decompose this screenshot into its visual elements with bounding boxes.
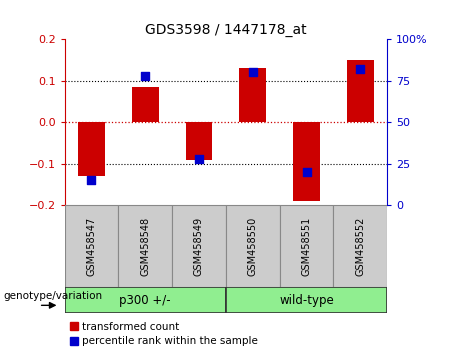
Point [195,156,203,161]
Text: GSM458549: GSM458549 [194,216,204,276]
Bar [78,122,105,176]
Bar [118,205,172,287]
Point [142,73,149,78]
Bar [226,287,387,313]
Bar [293,122,320,201]
Text: GSM458550: GSM458550 [248,216,258,276]
Bar [65,205,118,287]
Bar [333,205,387,287]
Bar [226,205,280,287]
Point [249,69,256,75]
Bar [239,68,266,122]
Text: GSM458551: GSM458551 [301,216,312,276]
Point [357,66,364,72]
Bar [65,287,226,313]
Bar [280,205,333,287]
Text: p300 +/-: p300 +/- [119,293,171,307]
Text: GSM458547: GSM458547 [86,216,96,276]
Legend: transformed count, percentile rank within the sample: transformed count, percentile rank withi… [70,322,258,346]
Bar [172,205,226,287]
Text: GSM458552: GSM458552 [355,216,366,276]
Point [88,178,95,183]
Text: genotype/variation: genotype/variation [3,291,102,301]
Text: wild-type: wild-type [279,293,334,307]
Bar [132,87,159,122]
Point [303,169,310,175]
Bar [347,60,374,122]
Title: GDS3598 / 1447178_at: GDS3598 / 1447178_at [145,23,307,36]
Bar [185,122,213,160]
Text: GSM458548: GSM458548 [140,216,150,276]
